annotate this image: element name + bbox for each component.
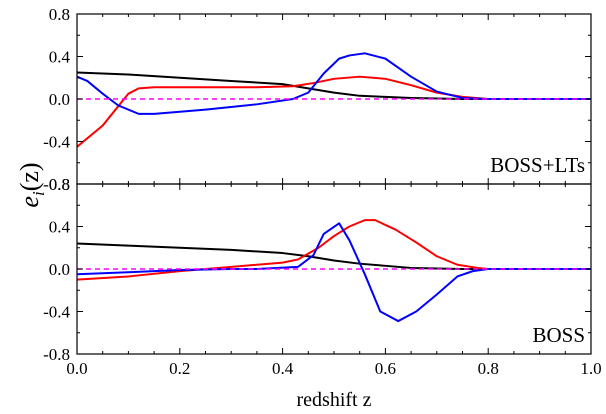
x-tick-label: 0.2: [169, 359, 190, 378]
series-line-blue-bottom: [76, 222, 591, 323]
x-axis-label: redshift z: [297, 389, 372, 411]
x-tick-label: 0.8: [478, 359, 499, 378]
plot-area-bottom: [76, 219, 591, 323]
panel-top: 0.8 0.4 0.0 -0.4 -0.8 BOSS+LTs: [43, 5, 592, 194]
series-line-blue-top: [76, 52, 591, 115]
y-tick-label-top: 0.4: [49, 48, 71, 67]
y-tick-label-top: -0.4: [43, 133, 70, 152]
y-axis-label-main: e: [15, 196, 44, 208]
panel-label-bottom: BOSS: [532, 323, 585, 347]
plot-area-top: [76, 52, 591, 148]
panel-bottom: 0.8 0.4 0.0 -0.4 -0.8 0.0 0.2 0.4 0.6 0.8 1.0 BOS…: [43, 175, 602, 378]
y-axis-label-text: ei(z): [15, 162, 48, 207]
y-ticks-bottom: 0.8 0.4 0.0 -0.4 -0.8: [43, 175, 591, 364]
series-line-red-top: [76, 75, 591, 148]
series-line-black-top: [76, 71, 591, 100]
x-tick-label: 1.0: [580, 359, 601, 378]
y-axis-label-arg: (z): [15, 162, 44, 191]
x-tick-label: 0.6: [375, 359, 396, 378]
y-tick-label-bottom: 0.8: [49, 175, 70, 194]
y-tick-label-bottom: 0.0: [49, 260, 70, 279]
y-tick-label-top: 0.8: [49, 5, 70, 24]
series-line-black-bottom: [76, 242, 591, 270]
y-tick-label-bottom: -0.4: [43, 303, 70, 322]
y-tick-label-bottom: 0.4: [49, 218, 71, 237]
y-axis-label-sub: i: [29, 191, 48, 196]
x-ticks-bottom: 0.0 0.2 0.4 0.6 0.8 1.0: [66, 184, 602, 378]
y-tick-label-bottom: -0.8: [43, 345, 70, 364]
y-tick-label-top: -0.8: [43, 175, 70, 194]
y-ticks-top: 0.8 0.4 0.0 -0.4 -0.8: [43, 5, 591, 194]
x-tick-label: 0.4: [272, 359, 294, 378]
panel-label-top: BOSS+LTs: [490, 153, 585, 177]
y-axis-label: ei(z): [15, 162, 48, 207]
x-tick-label: 0.0: [66, 359, 87, 378]
y-tick-label-top: 0.0: [49, 90, 70, 109]
x-ticks-top: [76, 14, 592, 184]
series-line-red-bottom: [76, 219, 591, 281]
